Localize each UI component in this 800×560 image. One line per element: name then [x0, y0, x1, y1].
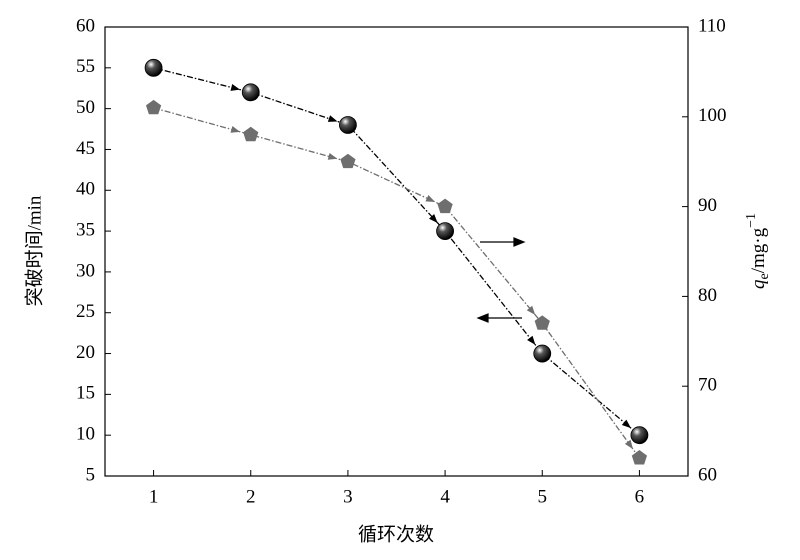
y-axis-title: 突破时间/min	[23, 195, 45, 306]
arrow-head	[624, 439, 633, 450]
arrow-head	[327, 152, 338, 160]
y2-title-part: q	[748, 279, 769, 289]
arrow-head	[327, 115, 338, 122]
point	[144, 58, 163, 77]
y2-title-part: /mg·g	[748, 227, 769, 273]
y-tick-label: 50	[76, 97, 95, 118]
x-axis-title: 循环次数	[358, 523, 434, 545]
y2-tick-label: 90	[698, 195, 717, 216]
arrow-head	[527, 335, 536, 345]
point	[436, 222, 454, 240]
y2-title-part: −1	[744, 213, 759, 228]
series-line	[153, 107, 640, 459]
y-tick-label: 20	[76, 342, 95, 363]
x-tick-label: 6	[635, 486, 645, 507]
y2-tick-label: 60	[698, 464, 717, 485]
x-tick-label: 2	[246, 486, 256, 507]
point	[340, 153, 356, 169]
series-line	[153, 67, 640, 436]
x-tick-label: 1	[149, 486, 159, 507]
point	[630, 426, 649, 445]
y-tick-label: 25	[76, 301, 95, 322]
arrow-head	[621, 419, 631, 429]
point	[437, 198, 453, 214]
point	[339, 116, 357, 134]
x-tick-label: 5	[538, 486, 548, 507]
y-tick-label: 60	[76, 15, 95, 36]
point	[243, 126, 259, 142]
y2-title-part: e	[757, 273, 772, 279]
y2-tick-label: 100	[698, 105, 727, 126]
y2-axis-title: qe/mg·g−1	[744, 213, 772, 289]
x-tick-label: 3	[343, 486, 353, 507]
arrow-head	[476, 313, 489, 323]
point	[631, 450, 648, 465]
y-tick-label: 45	[76, 138, 95, 159]
y-tick-label: 55	[76, 56, 95, 77]
arrow-head	[230, 84, 241, 91]
x-tick-label: 4	[440, 486, 450, 507]
annotation-arrows	[476, 237, 526, 323]
arrow-head	[425, 195, 436, 202]
arrow-head	[230, 126, 241, 133]
point	[534, 315, 550, 330]
y-tick-label: 10	[76, 424, 95, 445]
y2-tick-label: 110	[698, 15, 726, 36]
y-tick-label: 30	[76, 260, 95, 281]
point	[145, 99, 162, 115]
arrow-head	[428, 213, 438, 223]
point	[241, 83, 260, 102]
y2-tick-label: 80	[698, 285, 717, 306]
y-tick-label: 15	[76, 383, 95, 404]
y2-tick-label: 70	[698, 375, 717, 396]
point	[533, 344, 552, 363]
y-tick-label: 35	[76, 219, 95, 240]
y-tick-label: 40	[76, 179, 95, 200]
y-tick-label: 5	[86, 464, 96, 485]
plot-frame	[104, 26, 689, 477]
arrow-head	[513, 237, 526, 247]
arrow-head	[526, 305, 536, 315]
